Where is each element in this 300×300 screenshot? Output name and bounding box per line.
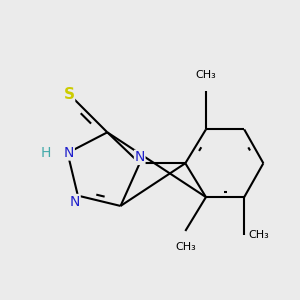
Text: CH₃: CH₃	[196, 70, 216, 80]
Text: CH₃: CH₃	[175, 242, 196, 252]
Text: N: N	[134, 150, 145, 164]
Text: S: S	[64, 87, 74, 102]
Text: H: H	[40, 146, 51, 160]
Text: N: N	[64, 146, 74, 160]
Text: CH₃: CH₃	[249, 230, 269, 240]
Text: N: N	[70, 194, 80, 208]
